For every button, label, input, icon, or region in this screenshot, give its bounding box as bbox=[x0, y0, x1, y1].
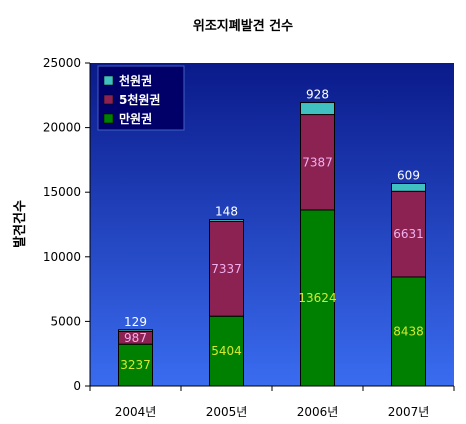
data-label: 7387 bbox=[302, 155, 333, 169]
y-axis-label: 발견건수 bbox=[12, 200, 28, 248]
data-label: 928 bbox=[306, 88, 329, 102]
legend-label: 만원권 bbox=[119, 111, 152, 126]
bar-segment bbox=[391, 276, 426, 387]
data-label: 129 bbox=[124, 315, 147, 329]
data-label: 987 bbox=[124, 331, 147, 345]
data-label: 148 bbox=[215, 204, 238, 218]
bar-segment bbox=[118, 343, 153, 387]
y-tick-label: 10000 bbox=[43, 250, 81, 264]
bar-segment bbox=[300, 102, 335, 116]
bar-segment bbox=[391, 182, 426, 192]
bar-segment bbox=[209, 220, 244, 317]
data-label: 6631 bbox=[393, 227, 424, 241]
legend-label: 천원권 bbox=[119, 73, 152, 88]
bar-segment bbox=[300, 209, 335, 387]
data-label: 8438 bbox=[393, 324, 424, 338]
x-tick-label: 2005년 bbox=[206, 405, 248, 419]
x-tick-label: 2007년 bbox=[388, 405, 430, 419]
chart-title: 위조지폐발견 건수 bbox=[193, 18, 293, 34]
legend-swatch bbox=[103, 113, 114, 124]
y-tick-label: 25000 bbox=[43, 56, 81, 70]
data-label: 609 bbox=[397, 168, 420, 182]
data-label: 5404 bbox=[211, 344, 242, 358]
data-label: 7337 bbox=[211, 262, 242, 276]
legend-label: 5천원권 bbox=[119, 92, 160, 107]
bar-segment bbox=[118, 329, 153, 332]
bar-segment bbox=[209, 218, 244, 222]
x-tick-label: 2006년 bbox=[297, 405, 339, 419]
bar-segment bbox=[391, 190, 426, 278]
x-tick-label: 2004년 bbox=[115, 405, 157, 419]
y-tick-label: 15000 bbox=[43, 185, 81, 199]
y-tick-label: 20000 bbox=[43, 121, 81, 135]
bar-segment bbox=[300, 114, 335, 211]
data-label: 3237 bbox=[120, 358, 151, 372]
y-tick-label: 0 bbox=[73, 379, 81, 393]
y-tick-label: 5000 bbox=[50, 314, 81, 328]
legend-swatch bbox=[103, 94, 114, 105]
legend-swatch bbox=[103, 75, 114, 86]
data-label: 13624 bbox=[298, 291, 336, 305]
bar-segment bbox=[209, 315, 244, 387]
